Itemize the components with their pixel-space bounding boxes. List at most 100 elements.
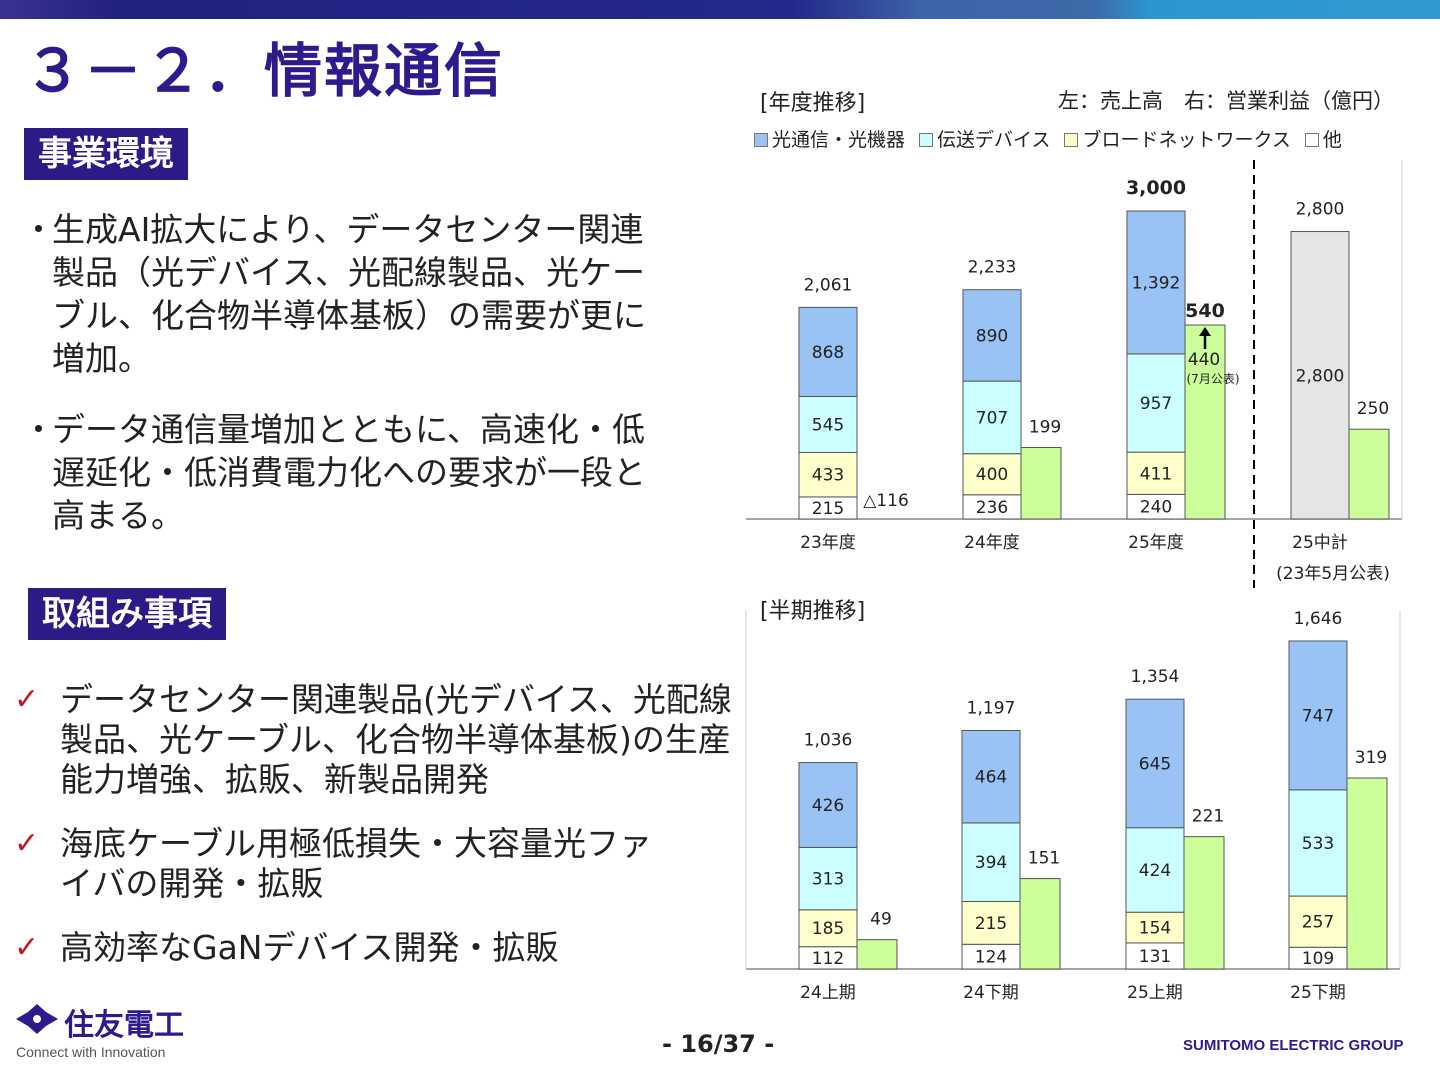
sales-bar-segment (1288, 640, 1348, 791)
group-name: SUMITOMO ELECTRIC GROUP (1183, 1037, 1404, 1054)
sales-total-label: 3,000 (1126, 177, 1186, 199)
plan-sales-bar (1290, 231, 1350, 520)
check-icon: ✓ (14, 930, 40, 965)
segment-label: 707 (976, 408, 1008, 428)
check-item: ✓ データセンター関連製品(光デバイス、光配線製品、光ケーブル、化合物半導体基板)… (14, 680, 740, 800)
segment-label: 957 (1140, 394, 1172, 414)
check-icon: ✓ (14, 682, 40, 717)
bullet-text: 生成AI拡大により、データセンター関連製品（光デバイス、光配線製品、光ケーブル、… (52, 210, 646, 378)
profit-bar (1020, 447, 1062, 520)
category-label: 25年度 (1128, 533, 1184, 553)
bullet-dot: ・ (22, 210, 55, 249)
category-label: 24下期 (963, 983, 1019, 1003)
profit-note-label: 440 (1188, 350, 1220, 370)
page-title: ３－２．情報通信 (24, 37, 505, 105)
sales-bar-segment (1288, 895, 1348, 948)
segment-label: 545 (812, 415, 844, 435)
segment-label: 257 (1302, 913, 1334, 933)
tagline: Connect with Innovation (16, 1044, 166, 1060)
legend-label: 他 (1322, 129, 1342, 151)
sales-total-label: 1,354 (1131, 667, 1180, 687)
profit-label: 199 (1029, 418, 1061, 438)
profit-label: 319 (1355, 748, 1387, 768)
company-logo: 住友電工 Connect with Innovation (16, 1000, 184, 1060)
sales-bar-segment (798, 396, 858, 453)
legend-label: 伝送デバイス (937, 129, 1051, 151)
sales-total-label: 2,233 (968, 258, 1017, 278)
segment-label: 185 (812, 919, 844, 939)
sales-bar-segment (961, 900, 1021, 945)
segment-label: 433 (812, 466, 844, 486)
check-text: データセンター関連製品(光デバイス、光配線製品、光ケーブル、化合物半導体基板)の… (60, 680, 732, 799)
segment-label: 154 (1139, 919, 1171, 939)
sales-total-label: 1,646 (1294, 609, 1343, 629)
sales-bar-segment (1125, 827, 1185, 913)
segment-label: 215 (812, 499, 844, 519)
profit-bar (1346, 777, 1388, 970)
segment-label: 240 (1140, 498, 1172, 518)
profit-bar (1184, 324, 1226, 520)
sales-bar-segment (961, 729, 1021, 824)
legend-swatch (919, 133, 934, 147)
profit-label: 250 (1357, 399, 1389, 419)
segment-label: 394 (975, 853, 1007, 873)
sales-bar-segment (1125, 942, 1185, 970)
bullet-item: ・データ通信量増加とともに、高速化・低遅延化・低消費電力化への要求が一段と高まる… (22, 408, 672, 537)
annual-chart-title: [年度推移] (760, 91, 866, 116)
legend-swatch (754, 133, 768, 147)
segment-label: 2,800 (1296, 366, 1345, 386)
sales-bar-segment (798, 909, 858, 948)
sales-bar-segment (1126, 210, 1186, 355)
segment-label: 215 (975, 914, 1007, 934)
segment-label: 313 (812, 870, 844, 890)
category-label: 24年度 (964, 533, 1020, 553)
profit-label: 49 (870, 910, 892, 930)
sales-bar-segment (1288, 789, 1348, 897)
check-item: ✓ 海底ケーブル用極低損失・大容量光ファイバの開発・拡販 (14, 824, 660, 904)
category-sub-label: (23年5月公表) (1276, 564, 1390, 584)
sales-total-label: 1,036 (804, 731, 853, 751)
profit-bar (856, 939, 898, 970)
segment-label: 124 (975, 948, 1007, 968)
section-label-initiatives: 取組み事項 (28, 588, 226, 640)
chart-legend: 光通信・光機器 伝送デバイス ブロードネットワークス 他 (754, 125, 1342, 152)
legend-swatch (1064, 133, 1079, 147)
sales-total-label: 1,197 (967, 698, 1016, 718)
sales-bar-segment (962, 289, 1022, 382)
legend-item: 伝送デバイス (919, 125, 1050, 152)
segment-label: 400 (976, 465, 1008, 485)
segment-label: 109 (1302, 949, 1334, 969)
segment-label: 1,392 (1132, 273, 1181, 293)
sales-bar-segment (798, 846, 858, 911)
page-number: - 16/37 - (662, 1030, 775, 1058)
annual-chart-note: 左：売上高 右：営業利益（億円） (1058, 89, 1394, 113)
bullet-item: ・生成AI拡大により、データセンター関連製品（光デバイス、光配線製品、光ケーブル… (22, 208, 672, 380)
check-text: 高効率なGaNデバイス開発・拡販 (60, 928, 559, 967)
category-label: 24上期 (800, 983, 856, 1003)
sales-total-label: 2,061 (804, 275, 853, 295)
legend-label: 光通信・光機器 (772, 129, 906, 151)
legend-swatch (1304, 133, 1319, 147)
sales-bar-segment (1125, 698, 1185, 829)
segment-label: 868 (812, 343, 844, 363)
sales-bar-segment (962, 380, 1022, 455)
legend-item: ブロードネットワークス (1064, 125, 1291, 152)
profit-bar (1019, 878, 1061, 970)
logo-text: 住友電工 (64, 1008, 184, 1043)
profit-label: △116 (863, 491, 909, 511)
profit-bar (1348, 428, 1390, 520)
sales-bar-segment (798, 762, 858, 848)
category-label: 25上期 (1127, 983, 1183, 1003)
sales-bar-segment (798, 306, 858, 398)
category-label: 23年度 (800, 533, 856, 553)
segment-label: 131 (1139, 947, 1171, 967)
sales-bar-segment (1125, 911, 1185, 944)
sales-total-label: 2,800 (1296, 200, 1345, 220)
profit-label: 540 (1185, 300, 1225, 322)
legend-label: ブロードネットワークス (1082, 129, 1291, 151)
header-banner (0, 0, 1440, 19)
sales-bar-segment (961, 822, 1021, 902)
arrow-head-icon (1199, 327, 1211, 336)
segment-label: 645 (1139, 754, 1171, 774)
